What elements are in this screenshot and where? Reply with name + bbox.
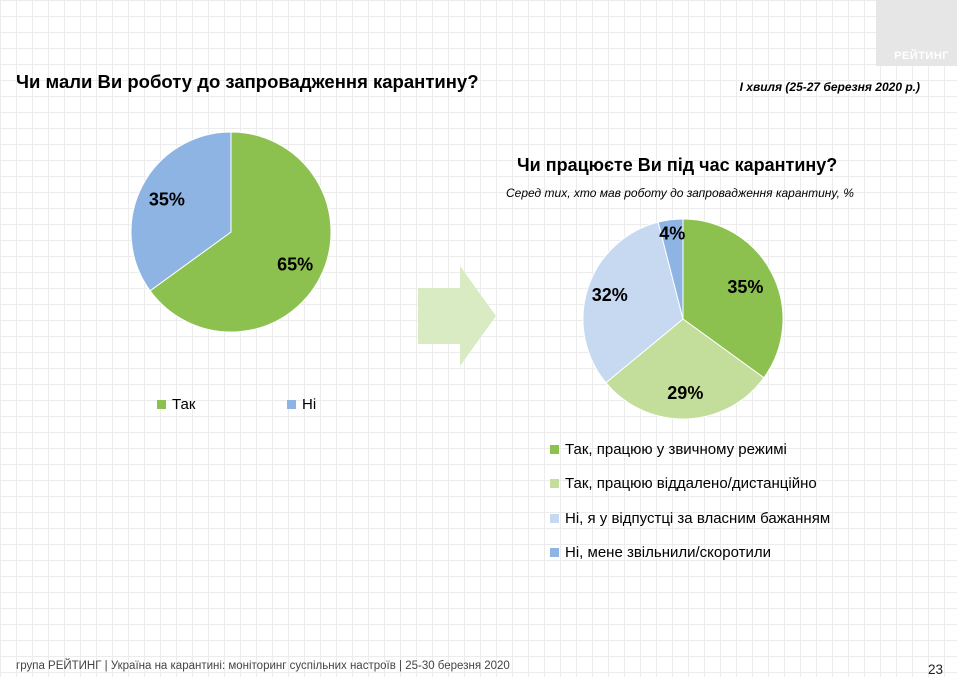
- pie-chart-had-job: 65% 35%: [130, 131, 332, 333]
- legend-swatch: [550, 444, 559, 454]
- chart-2-legend: Так, працюю у звичному режимі Так, працю…: [550, 432, 830, 570]
- chart-2-subtitle: Серед тих, хто мав роботу до запроваджен…: [506, 186, 854, 200]
- legend-item-dismissed: Ні, мене звільнили/скоротили: [550, 536, 830, 571]
- pie-slice: [582, 221, 684, 384]
- logo-text: РЕЙТИНГ: [894, 50, 949, 62]
- pie-slice: [682, 218, 784, 379]
- survey-wave: І хвиля (25-27 березня 2020 р.): [739, 80, 920, 94]
- pie-slice: [149, 131, 332, 333]
- legend-swatch-no: [287, 400, 296, 409]
- slice-value-label: 35%: [727, 277, 763, 297]
- page-number: 23: [927, 662, 943, 677]
- legend-label-no: Ні: [302, 396, 317, 413]
- chart-2-title: Чи працюєте Ви під час карантину?: [517, 155, 838, 175]
- legend-swatch: [550, 513, 559, 523]
- arrow-right-icon: [418, 266, 496, 366]
- slice-value-label: 4%: [659, 224, 685, 244]
- legend-item-vacation: Ні, я у відпустці за власним бажанням: [550, 501, 830, 536]
- pie-slice: [657, 218, 684, 320]
- pie-slice: [130, 131, 232, 292]
- slice-value-label: 65%: [277, 255, 313, 275]
- legend-swatch-yes: [157, 400, 166, 409]
- legend-label-yes: Так: [172, 396, 196, 413]
- legend-label: Так, працюю у звичному режимі: [565, 440, 787, 458]
- legend-label: Ні, я у відпустці за власним бажанням: [565, 509, 831, 527]
- slice-value-label: 32%: [592, 285, 628, 305]
- footer-text: група РЕЙТИНГ | Україна на карантині: мо…: [16, 660, 510, 672]
- pie-slice: [605, 318, 765, 420]
- legend-item-no: Ні: [287, 396, 316, 413]
- legend-swatch: [550, 548, 559, 558]
- legend-item-yes: Так: [157, 396, 195, 413]
- slice-value-label: 29%: [667, 383, 703, 403]
- rating-logo: РЕЙТИНГ: [876, 0, 957, 66]
- pie-chart-working-now: 35% 29% 32% 4%: [582, 218, 784, 420]
- page-title: Чи мали Ви роботу до запровадження каран…: [16, 71, 479, 92]
- legend-item-regular-mode: Так, працюю у звичному режимі: [550, 432, 830, 467]
- slice-value-label: 35%: [149, 189, 185, 209]
- legend-label: Так, працюю віддалено/дистанційно: [565, 475, 817, 493]
- legend-swatch: [550, 479, 559, 489]
- legend-label: Ні, мене звільнили/скоротили: [565, 544, 771, 562]
- legend-item-remote: Так, працюю віддалено/дистанційно: [550, 467, 830, 502]
